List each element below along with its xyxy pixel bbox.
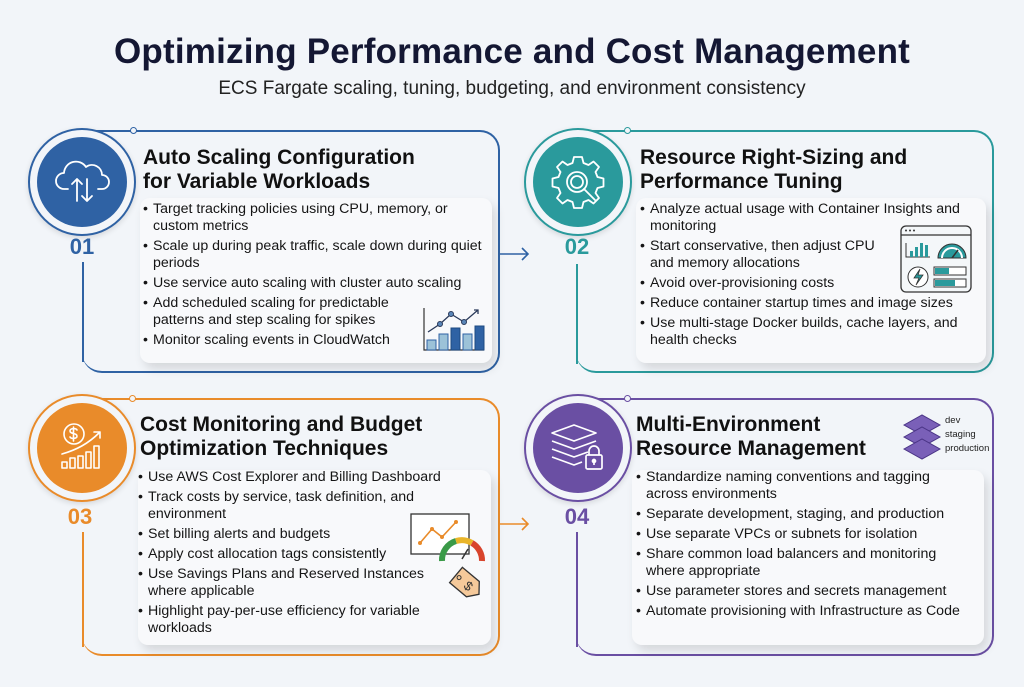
section-04-title: Multi-Environment Resource Management <box>636 413 866 460</box>
list-item: Start conservative, then adjust CPU and … <box>640 238 895 272</box>
connector-line <box>576 264 578 364</box>
section-01-frame <box>82 130 500 373</box>
cost-chart-gauge-tag-icon: $ <box>410 513 485 598</box>
list-item: Use separate VPCs or subnets for isolati… <box>636 526 981 543</box>
connector-line <box>82 532 84 647</box>
list-item: Scale up during peak traffic, scale down… <box>143 238 488 272</box>
section-02-title: Resource Right-Sizing and Performance Tu… <box>640 146 908 193</box>
arrow-right-icon <box>500 247 530 261</box>
env-label-dev: dev <box>945 415 961 426</box>
environment-layers-icon <box>902 414 942 460</box>
list-item: Separate development, staging, and produ… <box>636 506 981 523</box>
page-subtitle: ECS Fargate scaling, tuning, budgeting, … <box>218 78 806 99</box>
list-item: Use service auto scaling with cluster au… <box>143 275 488 292</box>
list-item: Set billing alerts and budgets <box>138 526 483 543</box>
frame-dot <box>129 395 136 402</box>
section-01-badge <box>28 128 136 236</box>
list-item: Apply cost allocation tags consistently <box>138 546 483 563</box>
list-item: Monitor scaling events in CloudWatch <box>143 332 488 349</box>
gear-magnifier-icon <box>551 156 605 209</box>
section-02-bullets: Analyze actual usage with Container Insi… <box>640 201 985 352</box>
list-item: Use Savings Plans and Reserved Instances… <box>138 566 438 600</box>
list-item: Use parameter stores and secrets managem… <box>636 583 981 600</box>
list-item: Share common load balancers and monitori… <box>636 546 956 580</box>
section-04-bullets: Standardize naming conventions and taggi… <box>636 469 981 623</box>
frame-dot <box>130 127 137 134</box>
frame-dot <box>624 127 631 134</box>
section-01-title: Auto Scaling Configuration for Variable … <box>143 146 415 193</box>
connector-line <box>576 532 578 647</box>
cloud-upload-download-icon <box>55 160 110 202</box>
list-item: Standardize naming conventions and taggi… <box>636 469 956 503</box>
section-02-badge <box>524 128 632 236</box>
list-item: Automate provisioning with Infrastructur… <box>636 603 981 620</box>
section-03-frame <box>82 398 500 656</box>
list-item: Analyze actual usage with Container Insi… <box>640 201 970 235</box>
env-label-staging: staging <box>945 429 976 440</box>
list-item: Target tracking policies using CPU, memo… <box>143 201 488 235</box>
section-02-frame <box>576 130 994 373</box>
dashboard-window-icon <box>900 225 972 293</box>
env-label-production: production <box>945 443 990 454</box>
arrow-right-icon <box>500 517 530 531</box>
list-item: Use multi-stage Docker builds, cache lay… <box>640 315 960 349</box>
layers-lock-icon <box>551 424 603 470</box>
list-item: Add scheduled scaling for predictable pa… <box>143 295 413 329</box>
environment-labels: dev staging production <box>945 414 989 456</box>
section-03-title: Cost Monitoring and Budget Optimization … <box>140 413 423 460</box>
section-03-number: 03 <box>67 504 93 529</box>
section-03-badge <box>28 394 136 502</box>
frame-dot <box>624 395 631 402</box>
list-item: Highlight pay-per-use efficiency for var… <box>138 603 448 637</box>
bar-line-chart-icon <box>423 308 485 351</box>
list-item: Track costs by service, task definition,… <box>138 489 428 523</box>
page-title: Optimizing Performance and Cost Manageme… <box>113 32 911 71</box>
dollar-growth-icon <box>61 423 101 469</box>
section-04-number: 04 <box>564 504 590 529</box>
list-item: Reduce container startup times and image… <box>640 295 985 312</box>
section-01-number: 01 <box>69 234 95 259</box>
section-02-number: 02 <box>564 234 590 259</box>
list-item: Avoid over-provisioning costs <box>640 275 985 292</box>
section-01-bullets: Target tracking policies using CPU, memo… <box>143 201 488 352</box>
section-04-badge <box>524 394 632 502</box>
connector-line <box>82 262 84 362</box>
section-03-bullets: Use AWS Cost Explorer and Billing Dashbo… <box>138 469 483 640</box>
section-04-frame <box>576 398 994 656</box>
list-item: Use AWS Cost Explorer and Billing Dashbo… <box>138 469 483 486</box>
